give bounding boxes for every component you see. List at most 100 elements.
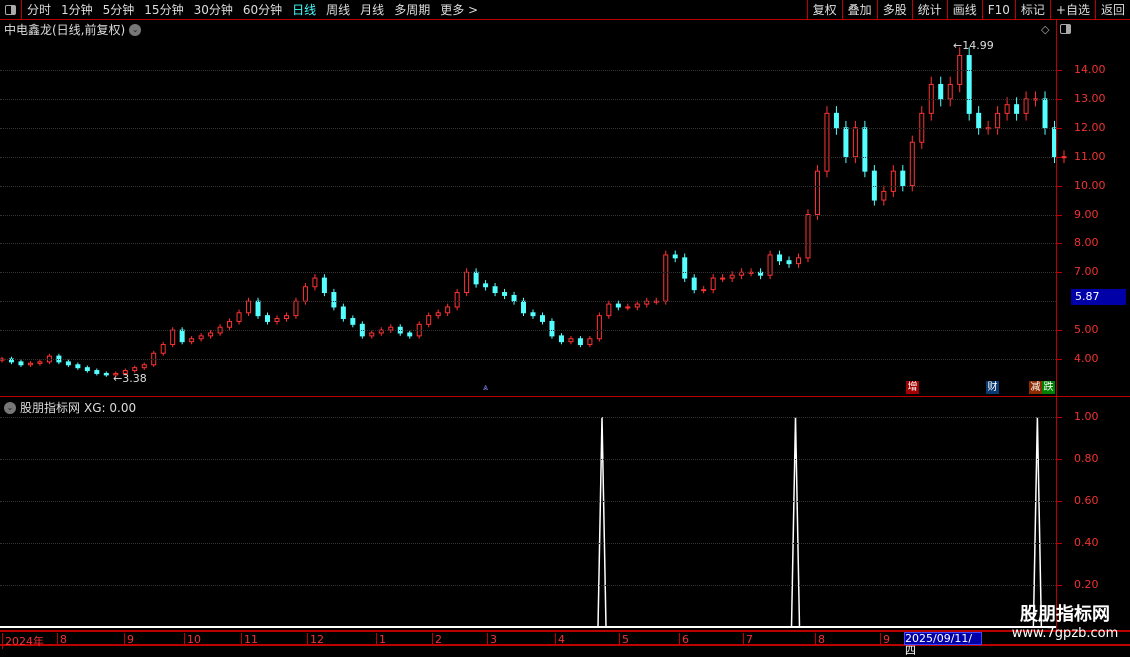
current-price-label: 5.87: [1071, 289, 1126, 305]
panel-layout-icon[interactable]: [1060, 24, 1071, 34]
time-axis-label: 10: [184, 633, 201, 646]
candle-body: [170, 329, 176, 346]
price-tick-mark: [1057, 359, 1062, 360]
indicator-tick-label: 0.60: [1074, 494, 1099, 507]
candle-body: [179, 329, 185, 343]
candle-body: [492, 286, 498, 294]
period-tab[interactable]: 月线: [360, 3, 385, 17]
candle-body: [615, 303, 621, 308]
low-price-label: ←3.38: [113, 372, 147, 385]
candle-body: [824, 112, 830, 172]
period-tab[interactable]: 周线: [326, 3, 351, 17]
candle-body: [558, 335, 564, 343]
time-axis-label: 8: [815, 633, 825, 646]
event-badge[interactable]: 增: [906, 381, 919, 394]
indicator-tick-label: 1.00: [1074, 410, 1099, 423]
candle-body: [530, 312, 536, 317]
period-tab[interactable]: 60分钟: [242, 3, 283, 17]
time-axis-label: 5: [619, 633, 629, 646]
toolbar-button[interactable]: F10: [981, 0, 1015, 19]
candle-body: [881, 190, 887, 201]
candle-body: [56, 355, 62, 363]
period-tab[interactable]: 日线: [292, 3, 317, 17]
grid-line: [0, 543, 1056, 544]
price-axis: [1056, 20, 1057, 630]
candle-body: [65, 361, 71, 366]
candle-body: [340, 306, 346, 320]
period-tab[interactable]: 15分钟: [144, 3, 184, 17]
grid-line: [0, 359, 1056, 360]
watermark-url: www.7gpzb.com: [1011, 626, 1119, 641]
candle-body: [938, 83, 944, 100]
candle-body: [473, 271, 479, 285]
candle-body: [606, 303, 612, 317]
price-tick-mark: [1057, 272, 1062, 274]
high-price-label: ←14.99: [953, 39, 994, 52]
candle-body: [691, 277, 697, 291]
event-badge[interactable]: 跌: [1042, 381, 1055, 394]
candle-body: [995, 112, 1001, 129]
candle-body: [198, 335, 204, 340]
watermark-logo: 股朋指标网 www.7gpzb.com: [1000, 600, 1130, 646]
candle-body: [331, 292, 337, 308]
candle-body: [862, 127, 868, 172]
candle-body: [966, 55, 972, 114]
chevron-down-icon[interactable]: ⌄: [129, 23, 142, 36]
time-axis-label: 2: [432, 633, 442, 646]
candle-body: [454, 292, 460, 308]
candle-body: [843, 127, 849, 158]
panel-toggle-icon[interactable]: [0, 0, 22, 19]
price-tick-mark: [1057, 127, 1062, 129]
stock-name: 中电鑫龙(日线,前复权): [4, 23, 126, 37]
watermark-title: 股朋指标网: [1020, 604, 1110, 625]
candle-body: [265, 315, 270, 322]
toolbar-button[interactable]: 标记: [1014, 0, 1050, 19]
candle-body: [312, 277, 318, 288]
toolbar-button[interactable]: 统计: [911, 0, 947, 19]
price-tick-label: 14.00: [1074, 63, 1106, 76]
candle-body: [720, 277, 726, 280]
candle-body: [274, 318, 280, 322]
candle-body: [122, 370, 128, 374]
price-tick-label: 12.00: [1074, 120, 1106, 134]
toolbar-button[interactable]: 画线: [946, 0, 982, 19]
candle-body: [625, 306, 631, 309]
candle-body: [777, 254, 783, 262]
time-axis: 2024年 8 9 10 11 12 1 2 3 4 5 6 7 8 9 2025/09/11/四: [0, 630, 1130, 657]
period-tab[interactable]: 1分钟: [61, 3, 93, 17]
candle-body: [435, 312, 441, 317]
candle-body: [189, 338, 195, 343]
grid-line: [0, 156, 1056, 158]
candle-body: [37, 361, 43, 364]
toolbar-button[interactable]: 叠加: [841, 0, 877, 19]
candle-body: [160, 344, 166, 354]
candle-body: [833, 112, 839, 129]
pane-divider[interactable]: [0, 396, 1130, 397]
diamond-icon[interactable]: ◇: [1041, 23, 1050, 36]
event-badge[interactable]: 减: [1029, 381, 1042, 394]
indicator-tick-label: 0.20: [1074, 578, 1099, 591]
grid-line: [0, 98, 1056, 100]
up-arrow-marker-icon: ⩓: [483, 383, 489, 393]
event-badge[interactable]: 财: [986, 381, 999, 394]
toolbar-button[interactable]: 返回: [1094, 0, 1130, 19]
price-tick-label: 5.00: [1074, 323, 1099, 337]
period-tab[interactable]: 30分钟: [193, 3, 233, 17]
indicator-tick-label: 0.80: [1074, 452, 1099, 465]
time-axis-label: 12: [307, 633, 324, 646]
candle-body: [1042, 98, 1048, 129]
period-tab[interactable]: 5分钟: [102, 3, 135, 17]
toolbar-button[interactable]: 多股: [876, 0, 912, 19]
indicator-tick-label: 0.40: [1074, 536, 1099, 549]
period-tab[interactable]: 分时: [27, 3, 52, 17]
chevron-down-icon[interactable]: ⌄: [4, 401, 16, 414]
toolbar-button[interactable]: 复权: [806, 0, 842, 19]
candle-body: [1061, 156, 1067, 159]
period-tab[interactable]: 更多 >: [440, 3, 479, 17]
period-tab[interactable]: 多周期: [394, 3, 431, 17]
candle-body: [587, 338, 593, 346]
toolbar-button[interactable]: +自选: [1049, 0, 1095, 19]
candle-body: [672, 254, 678, 259]
candle-body: [900, 170, 906, 187]
